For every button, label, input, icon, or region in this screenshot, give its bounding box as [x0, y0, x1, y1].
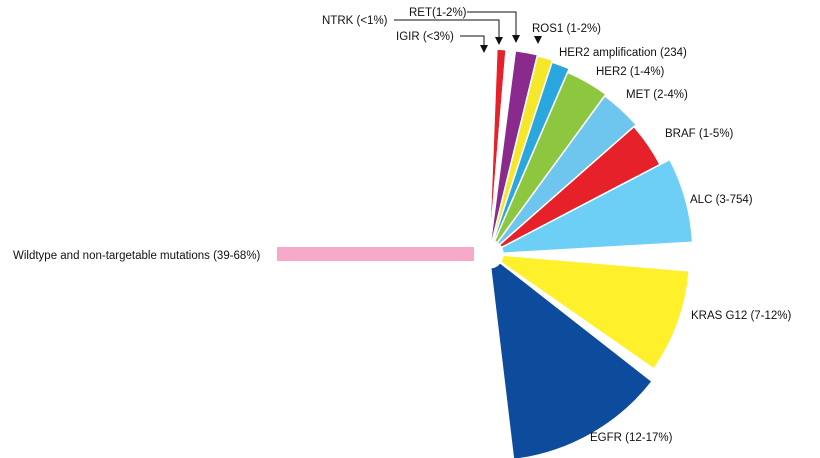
slice-label-egfr: EGFR (12-17%) [590, 432, 673, 444]
slices-group [277, 48, 694, 458]
slice-8 [500, 158, 694, 254]
arrowhead-igir [480, 45, 488, 53]
arrowhead-ros1 [534, 36, 542, 44]
callout-ntrk [394, 19, 500, 37]
arrowhead-ret [512, 35, 520, 43]
slice-label-met: MET (2-4%) [626, 89, 688, 101]
slice-wildtype [277, 247, 474, 261]
callouts [394, 11, 542, 53]
callout-igir [460, 35, 485, 45]
slice-label-ntrk: NTRK (<1%) [322, 15, 388, 27]
slice-2 [489, 49, 539, 242]
labels: NTRK (<1%) IGIR (<3%) RET(1-2%) ROS1 (1-… [13, 7, 792, 444]
slice-9 [499, 254, 691, 371]
slice-10 [489, 261, 654, 458]
slice-label-her2-amplification: HER2 amplification (234) [559, 47, 687, 59]
slice-4 [492, 61, 571, 243]
slice-label-ret: RET(1-2%) [409, 7, 467, 19]
slice-label-wildtype: Wildtype and non-targetable mutations (3… [13, 250, 261, 262]
slice-label-igir: IGIR (<3%) [396, 31, 454, 43]
slice-label-braf: BRAF (1-5%) [665, 128, 734, 140]
slice-6 [496, 94, 638, 246]
slice-5 [493, 71, 607, 244]
slice-label-kras: KRAS G12 (7-12%) [691, 310, 792, 322]
slice-label-her2: HER2 (1-4%) [596, 66, 665, 78]
slice-label-alc: ALC (3-754) [690, 194, 753, 206]
callout-ret [467, 11, 517, 35]
slice-label-ros1: ROS1 (1-2%) [532, 23, 601, 35]
arrowhead-ntrk [495, 37, 503, 45]
